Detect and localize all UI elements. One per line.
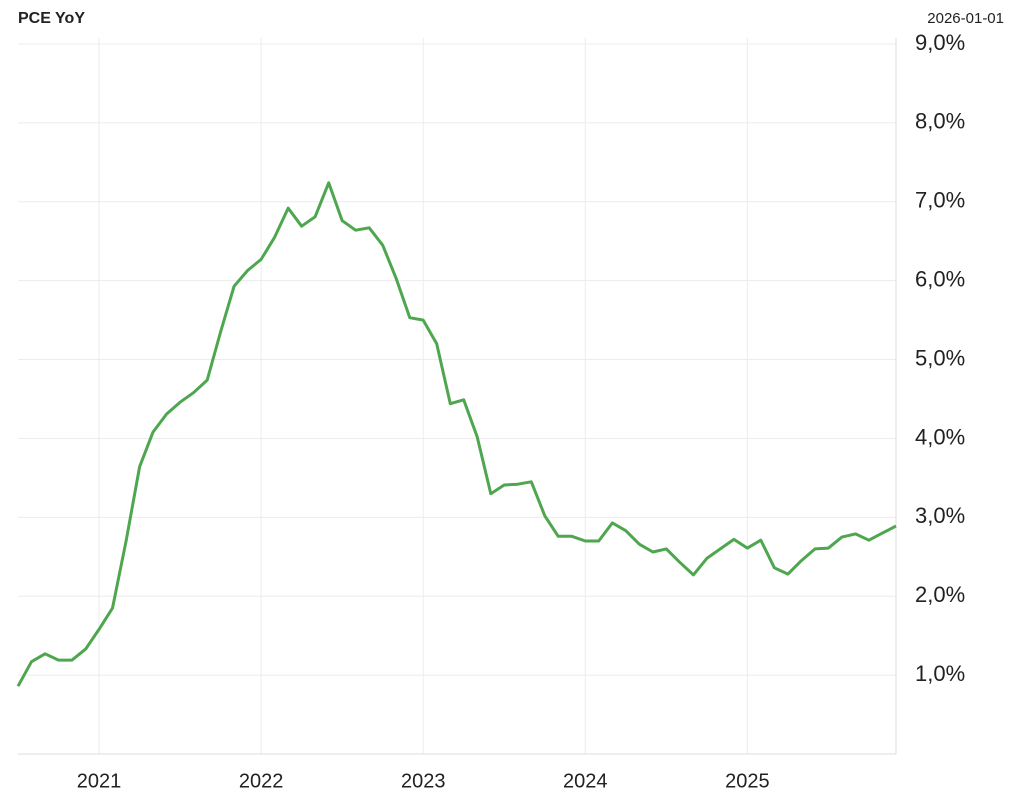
chart-title: PCE YoY [18,10,85,27]
x-tick-label: 2021 [77,770,122,792]
x-tick-label: 2022 [239,770,284,792]
y-tick-label: 6,0% [915,266,965,291]
y-tick-label: 9,0% [915,30,965,55]
y-tick-label: 5,0% [915,345,965,370]
y-tick-label: 2,0% [915,582,965,607]
y-tick-label: 8,0% [915,109,965,134]
y-tick-label: 1,0% [915,661,965,686]
y-tick-label: 4,0% [915,424,965,449]
data-line [16,181,897,687]
x-tick-label: 2024 [563,770,608,792]
x-tick-label: 2025 [725,770,770,792]
date-label: 2026-01-01 [927,10,1004,27]
x-tick-label: 2023 [401,770,446,792]
y-tick-label: 7,0% [915,188,965,213]
y-tick-label: 3,0% [915,503,965,528]
